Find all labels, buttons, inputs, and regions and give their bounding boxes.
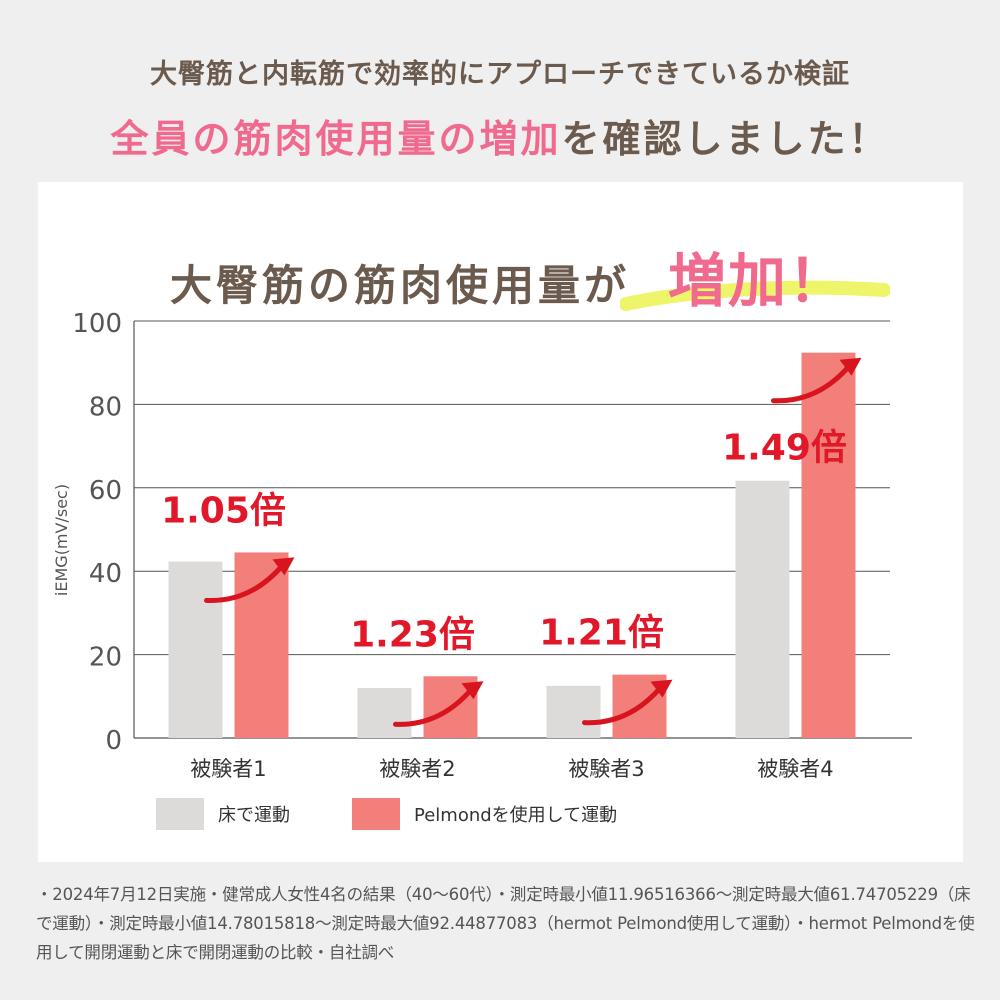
increase-arrow (582, 685, 663, 726)
ratio-label: 1.05倍 (161, 490, 286, 531)
chart-title-accent: 増加！ (668, 247, 849, 315)
increase-arrowhead (839, 357, 862, 376)
x-tick-label: 被験者2 (379, 757, 455, 781)
increase-arrowhead (272, 557, 295, 576)
highlight-stroke (620, 280, 890, 311)
headline-title-rest: を確認しました！ (561, 117, 890, 161)
legend-label-pelmond: Pelmondを使用して運動 (414, 805, 618, 826)
ratio-label: 1.21倍 (539, 613, 664, 654)
headline-title: 全員の筋肉使用量の増加を確認しました！ (0, 108, 1000, 163)
x-tick-label: 被験者1 (190, 757, 266, 781)
ratio-label: 1.23倍 (350, 614, 475, 655)
increase-arrowhead (650, 679, 673, 698)
y-tick-label: 0 (105, 726, 122, 756)
increase-arrowhead (461, 681, 484, 700)
bar-floor (735, 480, 790, 738)
increase-arrow (393, 686, 474, 727)
y-tick-label: 60 (89, 476, 122, 506)
x-tick-label: 被験者3 (568, 757, 644, 781)
legend-label-floor: 床で運動 (218, 805, 290, 826)
increase-arrow (771, 363, 852, 404)
legend-swatch-floor (156, 798, 204, 830)
bar-floor (357, 687, 412, 738)
chart-title-main: 大臀筋の筋肉使用量が (170, 261, 631, 310)
headline-subtitle: 大臀筋と内転筋で効率的にアプローチできているか検証 (150, 59, 850, 90)
legend-item-pelmond: Pelmondを使用して運動 (352, 798, 617, 830)
chart-title: 大臀筋の筋肉使用量が 増加！ (170, 246, 890, 316)
y-tick-label: 20 (89, 643, 122, 673)
legend-item-floor: 床で運動 (156, 798, 290, 830)
bar-pelmond (801, 352, 856, 738)
x-tick-label: 被験者4 (757, 757, 833, 781)
bar-floor (168, 561, 223, 738)
y-tick-label: 40 (89, 559, 122, 589)
headline-title-highlight: 全員の筋肉使用量の増加 (110, 117, 562, 161)
bar-floor (546, 685, 601, 738)
footnote: ・2024年7月12日実施・健常成人女性4名の結果（40〜60代）・測定時最小値… (36, 885, 975, 962)
bar-pelmond (234, 552, 289, 738)
y-tick-label: 100 (72, 309, 122, 339)
legend-swatch-pelmond (352, 798, 400, 830)
ratio-label: 1.49倍 (722, 428, 847, 469)
y-tick-label: 80 (89, 392, 122, 422)
y-axis-title: iEMG(mV/sec) (52, 484, 71, 596)
increase-arrow (204, 562, 285, 603)
